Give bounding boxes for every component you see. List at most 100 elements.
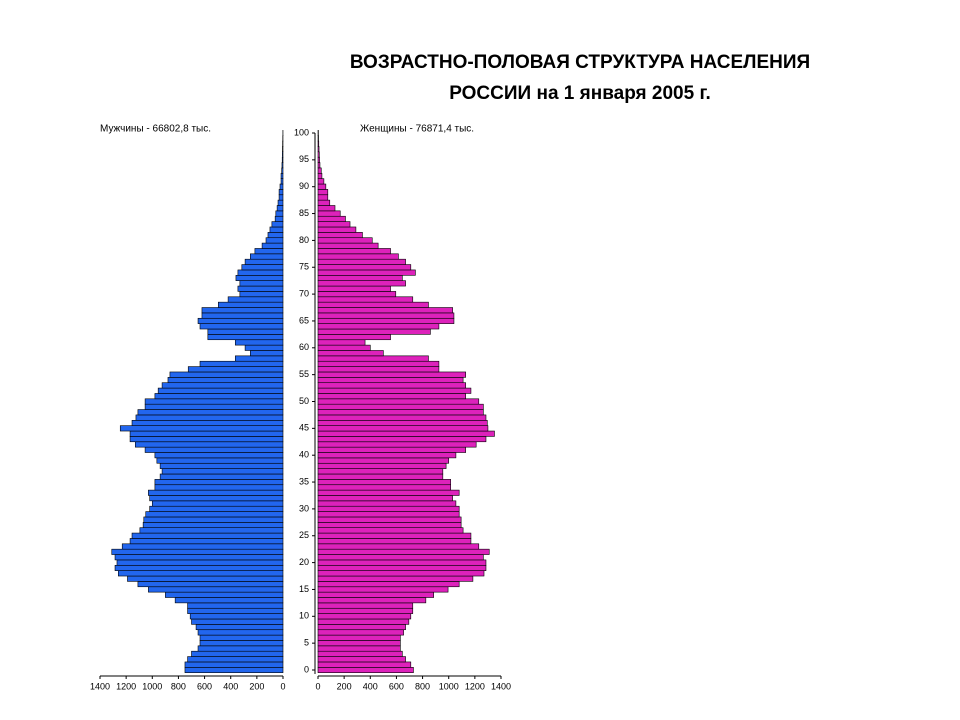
bar xyxy=(317,500,457,507)
bar xyxy=(199,634,284,641)
bar xyxy=(317,135,319,142)
bar xyxy=(145,511,284,518)
y-tick-label: 25 xyxy=(299,530,309,540)
bar xyxy=(239,280,284,287)
bar xyxy=(269,226,284,233)
y-tick-label: 95 xyxy=(299,154,309,164)
bar xyxy=(317,479,451,486)
bar xyxy=(317,210,341,217)
y-tick-label: 35 xyxy=(299,476,309,486)
y-tick-label: 60 xyxy=(299,342,309,352)
bar xyxy=(191,650,284,657)
bar xyxy=(317,516,462,523)
bar xyxy=(129,430,284,437)
bar xyxy=(144,403,284,410)
bar xyxy=(114,564,284,571)
bar xyxy=(317,253,399,260)
bar xyxy=(121,543,284,550)
bar xyxy=(317,156,320,163)
bar xyxy=(317,613,412,620)
bar xyxy=(317,307,453,314)
bar xyxy=(187,602,284,609)
y-tick-label: 20 xyxy=(299,557,309,567)
bar xyxy=(280,178,284,185)
x-tick-label: 600 xyxy=(389,681,404,691)
bar xyxy=(191,618,284,625)
y-tick-label: 40 xyxy=(299,450,309,460)
bar xyxy=(317,398,480,405)
x-tick-label: 1400 xyxy=(491,681,511,691)
y-tick-label: 30 xyxy=(299,503,309,513)
bar xyxy=(317,436,487,443)
x-tick-label: 400 xyxy=(363,681,378,691)
bar xyxy=(317,172,323,179)
bar xyxy=(111,548,284,555)
x-tick-label: 200 xyxy=(249,681,264,691)
bar xyxy=(317,371,467,378)
bar xyxy=(317,554,484,561)
bar xyxy=(317,527,464,534)
bar xyxy=(184,667,284,673)
bar xyxy=(207,328,284,335)
bar xyxy=(199,323,284,330)
bar xyxy=(317,629,404,636)
bar xyxy=(277,199,284,206)
bar xyxy=(197,317,284,324)
bar xyxy=(317,602,414,609)
bar xyxy=(265,237,284,244)
bar xyxy=(187,607,284,614)
bar xyxy=(317,140,320,147)
bar xyxy=(234,339,284,346)
bar xyxy=(165,591,284,598)
bar xyxy=(317,291,397,298)
x-tick-label: 800 xyxy=(415,681,430,691)
y-tick-label: 10 xyxy=(299,611,309,621)
bar xyxy=(137,409,284,416)
x-tick-label: 800 xyxy=(171,681,186,691)
bar xyxy=(317,377,464,384)
bar xyxy=(317,532,472,539)
bar xyxy=(317,146,320,153)
bar xyxy=(317,607,414,614)
bar xyxy=(187,366,284,373)
bar xyxy=(317,425,489,432)
legend-entry: Женщины - 76871,4 тыс. xyxy=(360,124,474,135)
bar xyxy=(317,258,406,265)
bar xyxy=(282,146,284,153)
bar xyxy=(174,597,284,604)
bar xyxy=(317,618,410,625)
bar xyxy=(135,414,284,421)
bar xyxy=(317,242,379,249)
bar xyxy=(189,613,284,620)
bar xyxy=(227,296,284,303)
bar xyxy=(317,645,401,652)
bar xyxy=(116,559,284,566)
bar xyxy=(317,355,429,362)
bar xyxy=(280,172,284,179)
bar xyxy=(317,581,460,588)
bar xyxy=(199,360,284,367)
bar xyxy=(167,377,284,384)
bar xyxy=(317,167,322,174)
bar xyxy=(317,189,329,196)
bar xyxy=(317,360,440,367)
bar xyxy=(317,344,371,351)
bar xyxy=(317,232,363,239)
bar xyxy=(317,624,406,631)
bar xyxy=(317,393,467,400)
bar xyxy=(317,194,329,201)
bar xyxy=(317,511,460,518)
bar xyxy=(317,468,444,475)
bar xyxy=(134,441,284,448)
y-tick-label: 50 xyxy=(299,396,309,406)
bar xyxy=(187,656,284,663)
bar xyxy=(142,522,284,528)
bar xyxy=(317,269,416,276)
bar xyxy=(317,446,467,453)
bar xyxy=(317,538,472,545)
bar xyxy=(317,199,331,206)
bar xyxy=(118,570,284,577)
bar xyxy=(129,538,284,545)
bar xyxy=(154,484,284,491)
y-tick-label: 85 xyxy=(299,208,309,218)
